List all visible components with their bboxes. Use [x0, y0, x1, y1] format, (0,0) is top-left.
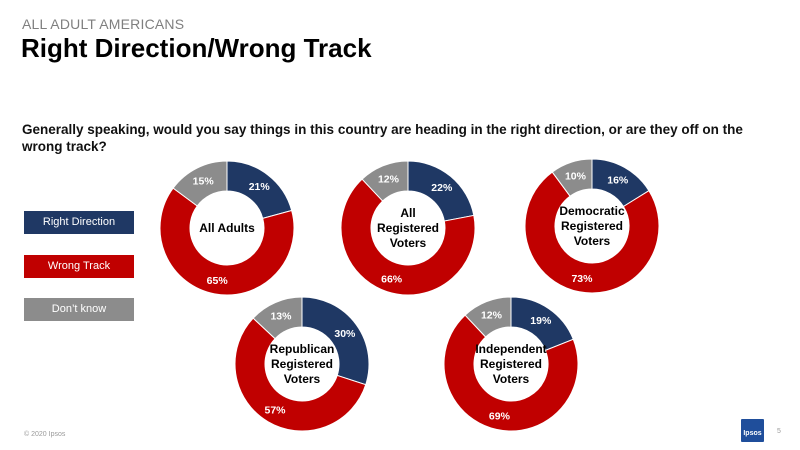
data-label-right-direction-0: 21% [249, 181, 271, 193]
data-label-dont-know-0: 15% [193, 176, 215, 188]
data-label-right-direction-1: 22% [431, 182, 453, 194]
data-label-dont-know-1: 12% [378, 174, 400, 186]
slice-dont-know-2 [551, 158, 593, 197]
legend-dont-know: Don’t know [24, 298, 134, 321]
eyebrow: ALL ADULT AMERICANS [22, 16, 185, 32]
donut-center-label-2-2: Voters [574, 234, 611, 248]
data-label-wrong-track-1: 66% [381, 273, 403, 285]
slice-wrong-track-1 [340, 178, 476, 296]
slice-wrong-track-0 [159, 187, 295, 296]
copyright: © 2020 Ipsos [24, 431, 66, 438]
slice-wrong-track-4 [443, 314, 579, 432]
slice-dont-know-4 [464, 296, 512, 338]
data-label-dont-know-3: 13% [270, 310, 292, 322]
slice-right-direction-3 [301, 296, 370, 386]
legend-right-direction: Right Direction [24, 211, 134, 234]
data-label-wrong-track-2: 73% [571, 273, 593, 285]
donut-center-label-2-1: Registered [561, 219, 623, 233]
legend-wrong-track: Wrong Track [24, 255, 134, 278]
slice-dont-know-3 [252, 296, 303, 340]
slice-wrong-track-2 [524, 171, 660, 294]
donut-center-label-1-2: Voters [390, 236, 427, 250]
data-label-dont-know-4: 12% [481, 310, 503, 322]
data-label-wrong-track-3: 57% [265, 405, 287, 417]
donut-center-label-1-1: Registered [377, 221, 439, 235]
donut-center-label-1-0: All [400, 206, 415, 220]
survey-question: Generally speaking, would you say things… [22, 122, 743, 154]
data-label-right-direction-3: 30% [334, 328, 356, 340]
data-label-dont-know-2: 10% [565, 171, 587, 183]
slice-wrong-track-3 [234, 317, 367, 432]
donut-center-label-0-0: All Adults [199, 221, 255, 235]
data-label-right-direction-4: 19% [530, 315, 552, 327]
data-label-wrong-track-0: 65% [207, 275, 229, 287]
donut-center-label-4-1: Registered [480, 357, 542, 371]
donut-center-label-3-1: Registered [271, 357, 333, 371]
slice-dont-know-1 [361, 160, 409, 202]
donut-center-label-3-0: Republican [270, 342, 335, 356]
data-label-right-direction-2: 16% [607, 175, 629, 187]
donut-center-label-2-0: Democratic [559, 204, 625, 218]
data-label-wrong-track-4: 69% [489, 411, 511, 423]
donut-center-label-3-2: Voters [284, 372, 321, 386]
ipsos-logo: Ipsos [741, 419, 764, 442]
donut-center-label-4-0: Independent [475, 342, 546, 356]
slice-dont-know-0 [172, 160, 228, 207]
donut-center-label-4-2: Voters [493, 372, 530, 386]
page-number: 5 [777, 428, 781, 435]
page-title: Right Direction/Wrong Track [21, 33, 372, 63]
